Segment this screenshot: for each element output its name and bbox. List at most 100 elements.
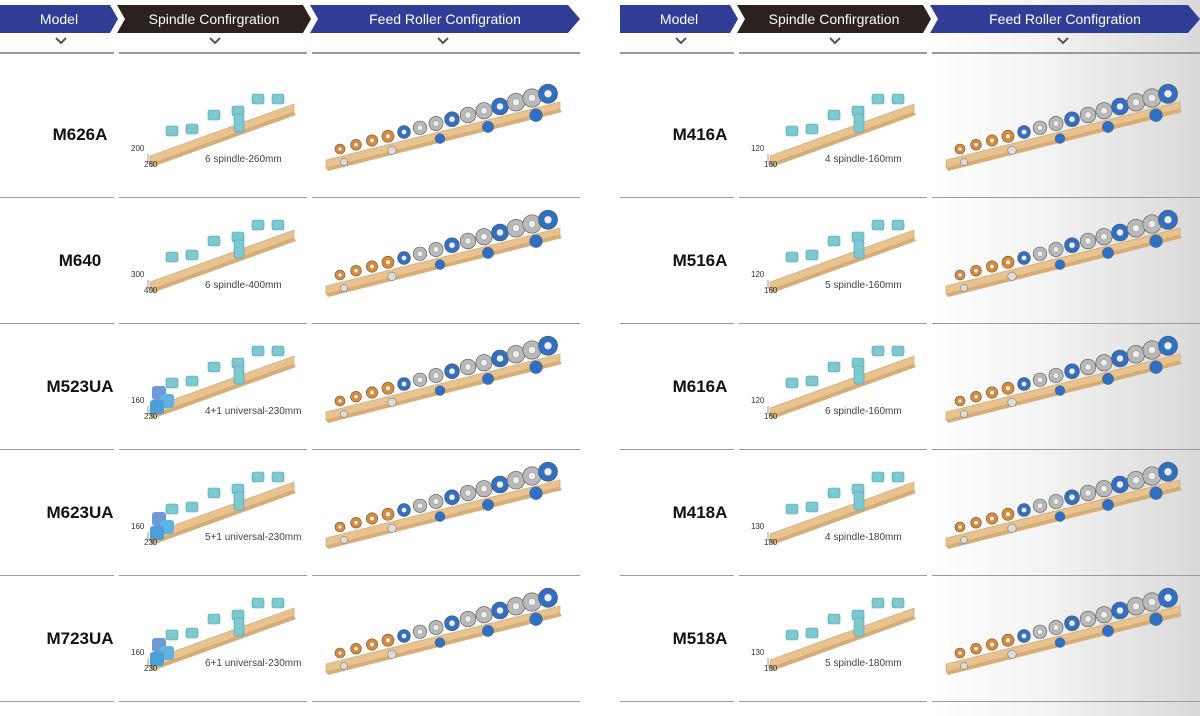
spindle-diagram [748,460,928,566]
divider [620,701,734,702]
spindle-diagram [748,82,928,188]
chevron-down-icon [829,36,841,46]
divider [932,449,1200,450]
chevron-down-icon [675,36,687,46]
header-spindle: Spindle Confirgration [117,5,311,33]
feed-roller-diagram [940,460,1192,566]
divider [312,52,580,54]
table-row: M518A 130 180 5 spindle-180mm [620,576,1200,702]
header-model: Model [620,5,738,33]
divider [0,323,114,324]
width-dimension: 160 [764,412,778,421]
table-row: M523UA 160 230 4+1 universal-230mm [0,324,580,450]
width-dimension: 230 [144,538,158,547]
divider [312,323,580,324]
height-dimension: 120 [751,396,765,405]
divider [932,52,1200,54]
divider [312,449,580,450]
table-row: M626A 200 260 6 spindle-260mm [0,72,580,198]
divider [932,701,1200,702]
chevron-down-icon [55,36,67,46]
table-row: M616A 120 160 6 spindle-160mm [620,324,1200,450]
divider [0,575,114,576]
width-dimension: 180 [764,664,778,673]
divider [119,701,307,702]
chevron-down-icon [437,36,449,46]
divider [932,575,1200,576]
height-dimension: 120 [751,270,765,279]
model-name: M418A [672,503,728,522]
spindle-spec: 5+1 universal-230mm [205,532,302,543]
feed-roller-diagram [320,82,572,188]
header-model: Model [0,5,118,33]
spindle-diagram [128,82,308,188]
feed-roller-diagram [320,334,572,440]
spindle-diagram [748,586,928,692]
right-config-table: Model Spindle Confirgration Feed Roller … [620,0,1200,716]
width-dimension: 180 [764,538,778,547]
table-row: M516A 120 160 5 spindle-160mm [620,198,1200,324]
table-header: Model Spindle Confirgration Feed Roller … [0,5,580,33]
divider [620,52,734,54]
height-dimension: 300 [131,270,145,279]
divider [312,575,580,576]
spindle-diagram [128,334,308,440]
table-row: M723UA 160 230 6+1 universal-230mm [0,576,580,702]
model-name: M626A [52,125,108,144]
divider [739,701,927,702]
feed-roller-diagram [940,334,1192,440]
divider [739,575,927,576]
spindle-spec: 6 spindle-160mm [825,406,902,417]
model-name: M616A [672,377,728,396]
feed-roller-diagram [940,82,1192,188]
height-dimension: 200 [131,144,145,153]
header-feed: Feed Roller Configration [930,5,1200,33]
spindle-spec: 6 spindle-260mm [205,154,282,165]
feed-roller-diagram [320,460,572,566]
table-row: M623UA 160 230 5+1 universal-230mm [0,450,580,576]
height-dimension: 120 [751,144,765,153]
height-dimension: 160 [131,396,145,405]
width-dimension: 230 [144,412,158,421]
spindle-diagram [128,586,308,692]
chevron-down-icon [1057,36,1069,46]
model-name: M723UA [46,629,114,648]
left-config-table: Model Spindle Confirgration Feed Roller … [0,0,580,716]
height-dimension: 160 [131,522,145,531]
width-dimension: 260 [144,160,158,169]
divider [932,197,1200,198]
width-dimension: 160 [764,160,778,169]
height-dimension: 160 [131,648,145,657]
divider [312,701,580,702]
divider [119,575,307,576]
divider [119,197,307,198]
table-row: M418A 130 180 4 spindle-180mm [620,450,1200,576]
divider [620,449,734,450]
model-name: M518A [672,629,728,648]
spindle-diagram [748,334,928,440]
spindle-spec: 5 spindle-180mm [825,658,902,669]
spindle-spec: 6+1 universal-230mm [205,658,302,669]
spindle-spec: 4+1 universal-230mm [205,406,302,417]
spindle-spec: 5 spindle-160mm [825,280,902,291]
feed-roller-diagram [320,586,572,692]
model-name: M416A [672,125,728,144]
spindle-spec: 4 spindle-180mm [825,532,902,543]
divider [0,197,114,198]
spindle-spec: 6 spindle-400mm [205,280,282,291]
height-dimension: 130 [751,648,765,657]
divider [620,323,734,324]
table-row: M416A 120 160 4 spindle-160mm [620,72,1200,198]
width-dimension: 400 [144,286,158,295]
model-name: M516A [672,251,728,270]
divider [119,449,307,450]
chevron-down-icon [209,36,221,46]
model-name: M623UA [46,503,114,522]
divider [932,323,1200,324]
feed-roller-diagram [320,208,572,314]
divider [119,52,307,54]
spindle-diagram [748,208,928,314]
spindle-diagram [128,460,308,566]
width-dimension: 230 [144,664,158,673]
divider [0,52,114,54]
